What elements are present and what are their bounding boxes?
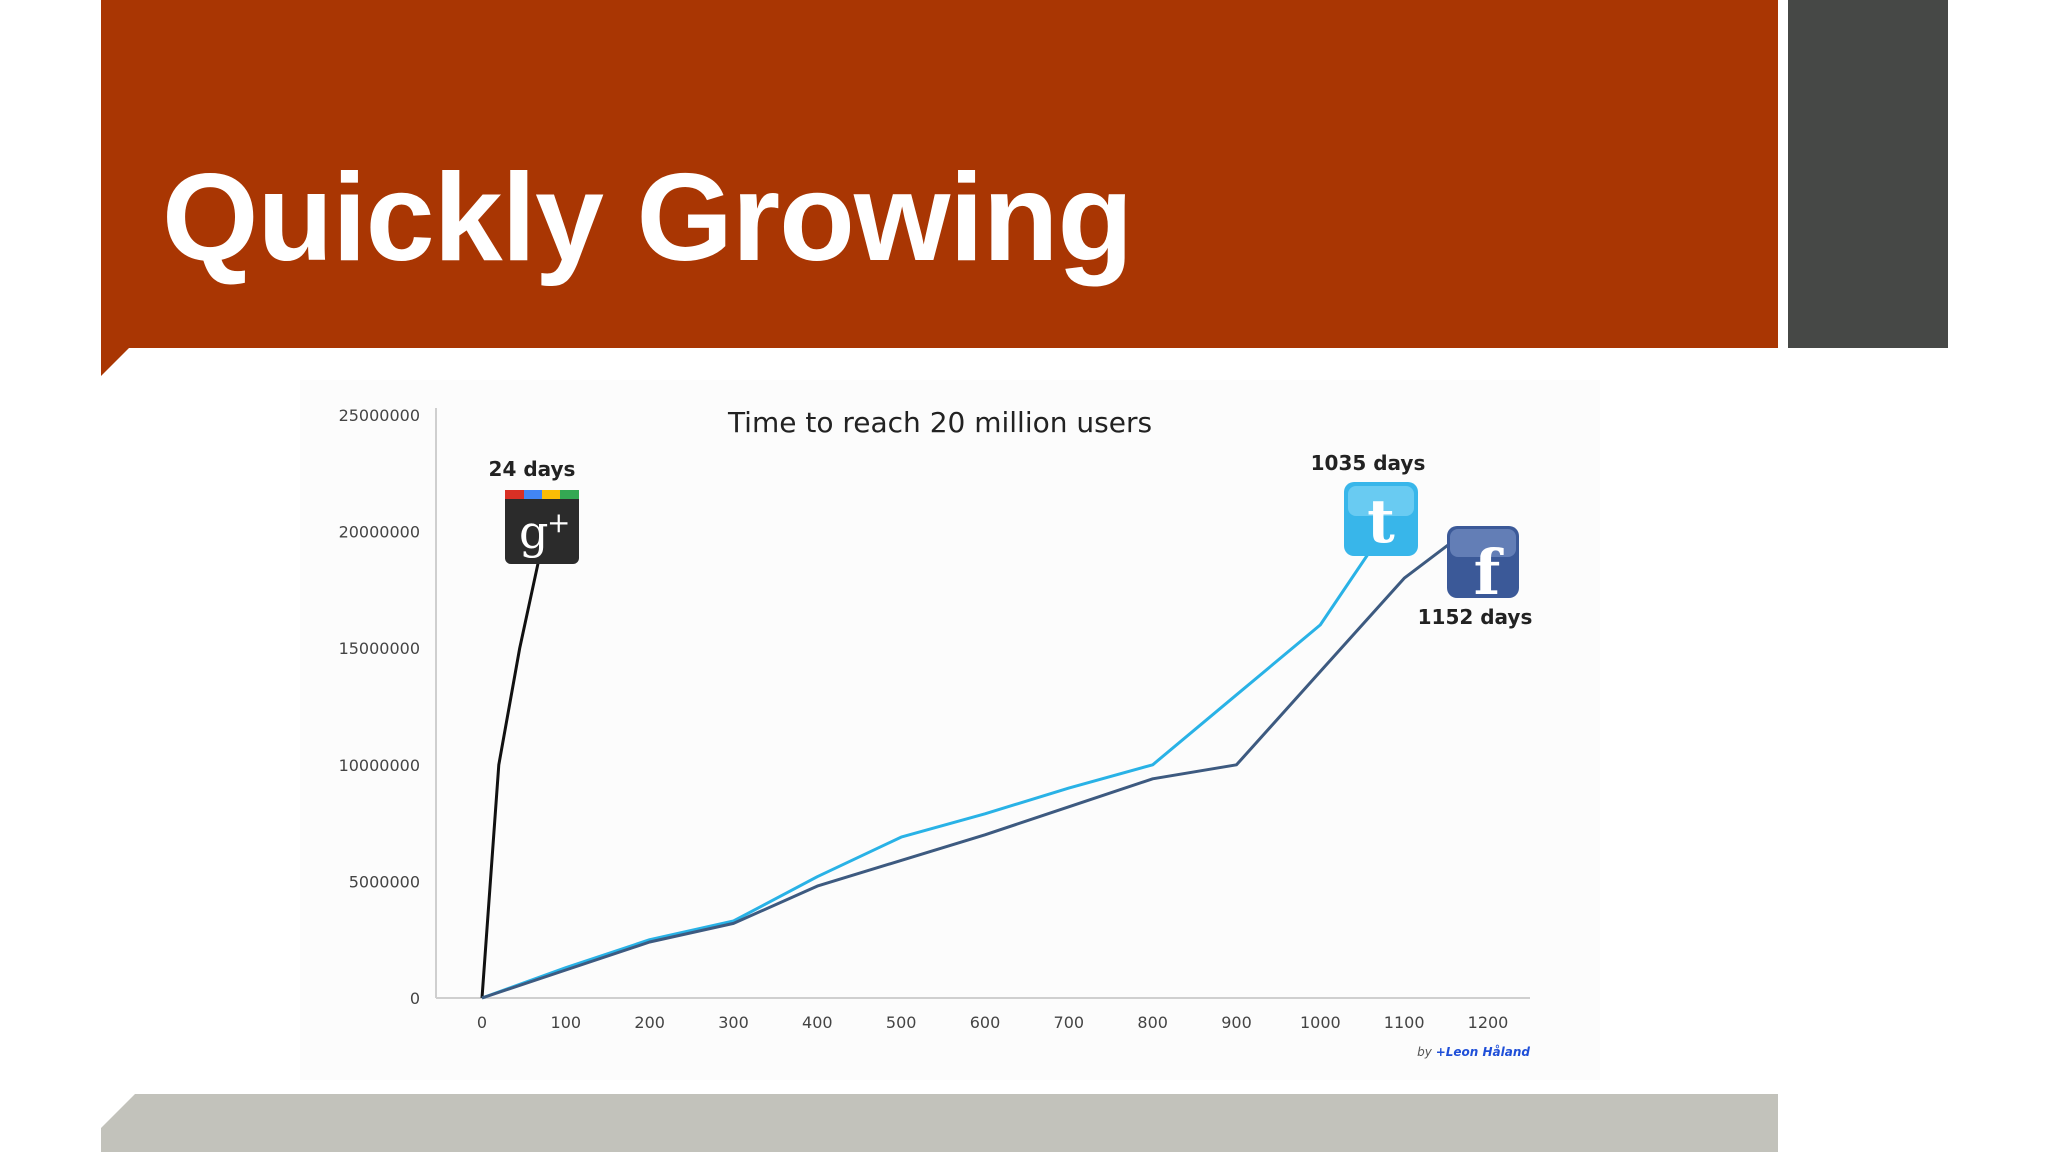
x-tick-label: 700 bbox=[1054, 1013, 1085, 1032]
x-tick-label: 1100 bbox=[1384, 1013, 1425, 1032]
annotation-facebook: 1152 days bbox=[1418, 605, 1533, 629]
slide-title: Quickly Growing bbox=[162, 149, 1133, 287]
x-tick-label: 300 bbox=[718, 1013, 749, 1032]
annotation-twitter: 1035 days bbox=[1311, 451, 1426, 475]
y-tick-label: 10000000 bbox=[339, 756, 420, 775]
side-accent-block bbox=[1788, 0, 1948, 348]
chart-image: 0 5000000 10000000 15000000 20000000 25000000… bbox=[300, 380, 1600, 1080]
series-line-facebook bbox=[481, 542, 1452, 1000]
x-tick-label: 600 bbox=[970, 1013, 1001, 1032]
x-tick-label: 1000 bbox=[1300, 1013, 1341, 1032]
chart-title: Time to reach 20 million users bbox=[727, 406, 1152, 439]
twitter-icon: t bbox=[1344, 482, 1418, 557]
y-tick-label: 5000000 bbox=[349, 872, 420, 891]
chart-credit: by +Leon Håland bbox=[1417, 1045, 1530, 1059]
y-tick-label: 15000000 bbox=[339, 639, 420, 658]
line-chart: 0 5000000 10000000 15000000 20000000 25000000… bbox=[339, 406, 1533, 1059]
x-tick-label: 200 bbox=[634, 1013, 665, 1032]
svg-text:t: t bbox=[1367, 487, 1395, 557]
x-tick-label: 800 bbox=[1137, 1013, 1168, 1032]
series-line-google-plus bbox=[480, 531, 547, 999]
svg-text:+: + bbox=[547, 506, 570, 539]
x-tick-label: 900 bbox=[1221, 1013, 1252, 1032]
x-tick-label: 400 bbox=[802, 1013, 833, 1032]
credit-name: +Leon Håland bbox=[1436, 1045, 1531, 1059]
y-tick-label: 20000000 bbox=[339, 523, 420, 542]
x-tick-label: 1200 bbox=[1468, 1013, 1509, 1032]
google-plus-icon: g+ bbox=[505, 490, 579, 564]
x-tick-label: 100 bbox=[551, 1013, 582, 1032]
facebook-icon: f bbox=[1447, 526, 1519, 609]
bottom-notch bbox=[101, 1094, 135, 1128]
title-bar bbox=[101, 0, 1778, 348]
svg-text:f: f bbox=[1474, 536, 1504, 609]
title-notch bbox=[101, 348, 129, 376]
bottom-bar bbox=[101, 1094, 1778, 1152]
y-tick-label: 25000000 bbox=[339, 406, 420, 425]
credit-prefix: by bbox=[1417, 1045, 1436, 1059]
series-line-twitter bbox=[481, 530, 1385, 1000]
x-tick-label: 0 bbox=[477, 1013, 487, 1032]
y-tick-label: 0 bbox=[410, 989, 420, 1008]
annotation-google-plus: 24 days bbox=[489, 457, 576, 481]
x-tick-label: 500 bbox=[886, 1013, 917, 1032]
svg-text:g: g bbox=[519, 505, 548, 559]
